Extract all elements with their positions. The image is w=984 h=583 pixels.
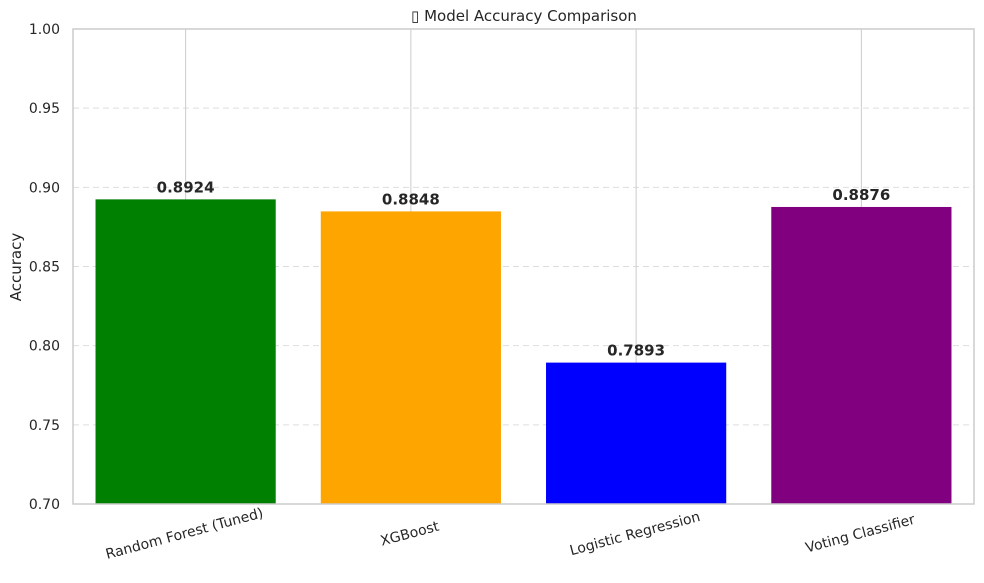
y-axis-ticks: 0.70 0.75 0.80 0.85 0.90 0.95 1.00 [29,22,60,513]
bar-value-label: 0.8848 [382,190,440,208]
bar [320,211,501,504]
y-tick-label: 0.90 [29,180,60,196]
x-tick-label: Random Forest (Tuned) [104,505,265,562]
y-tick-label: 0.95 [29,101,60,117]
bar-value-label: 0.7893 [607,342,665,360]
y-tick-label: 0.80 [29,339,60,355]
y-axis-label: Accuracy [7,233,25,302]
bar-value-label: 0.8924 [157,178,215,196]
plot-frame [72,28,975,505]
chart-title: ▯ Model Accuracy Comparison [411,7,637,25]
x-tick-label: XGBoost [379,519,442,550]
x-axis-ticks: Random Forest (Tuned) XGBoost Logistic Reg… [104,505,917,562]
bar-value-label: 0.8876 [832,186,890,204]
bar [771,206,952,504]
x-tick-label: Logistic Regression [568,509,702,559]
y-tick-label: 0.70 [29,497,60,513]
y-tick-label: 0.85 [29,260,60,276]
bar [546,362,727,504]
y-tick-label: 1.00 [29,22,60,38]
bars [95,199,952,504]
bar [95,199,276,504]
value-labels: 0.8924 0.8848 0.7893 0.8876 [157,178,891,359]
y-tick-label: 0.75 [29,418,60,434]
x-tick-label: Voting Classifier [804,512,917,557]
